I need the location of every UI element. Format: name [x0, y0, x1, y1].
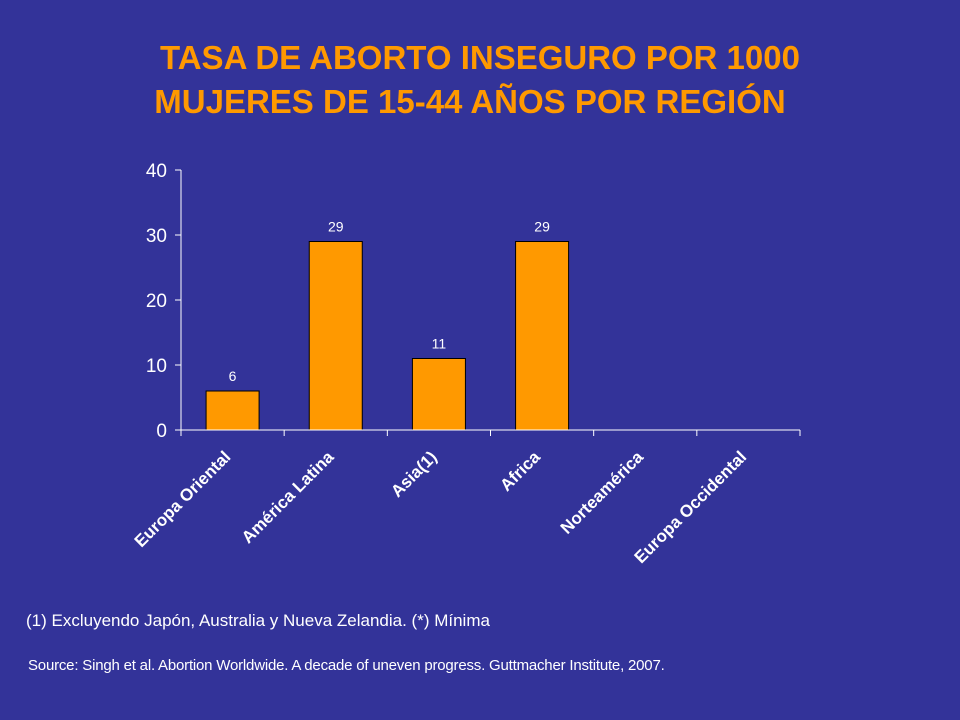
x-tick-label: América Latina — [238, 447, 338, 547]
y-tick-label: 0 — [156, 421, 167, 442]
bar — [411, 358, 466, 431]
y-tick-label: 20 — [146, 291, 167, 312]
y-tick-label: 30 — [146, 226, 167, 247]
y-tick-label: 10 — [146, 356, 167, 377]
chart-title-line-1: TASA DE ABORTO INSEGURO POR 1000 — [160, 39, 800, 76]
data-label: 11 — [432, 336, 447, 352]
chart-title: TASA DE ABORTO INSEGURO POR 1000 MUJERES… — [0, 36, 960, 124]
source-citation: Source: Singh et al. Abortion Worldwide.… — [28, 657, 665, 674]
data-label: 29 — [534, 219, 550, 235]
data-label: 29 — [328, 219, 344, 235]
footnote: (1) Excluyendo Japón, Australia y Nueva … — [26, 611, 490, 630]
data-label: 6 — [229, 368, 237, 384]
bar — [515, 241, 570, 431]
bar — [205, 390, 260, 431]
x-tick-label: Norteamérica — [557, 447, 648, 538]
x-tick-label: Africa — [496, 447, 544, 495]
x-tick-label: Europa Oriental — [131, 447, 235, 551]
x-tick-label: Asia(1) — [387, 447, 441, 501]
x-tick-label: Europa Occidental — [631, 447, 751, 567]
chart-title-line-2: MUJERES DE 15-44 AÑOS POR REGIÓN — [154, 83, 786, 120]
bar — [308, 241, 363, 431]
y-tick-label: 40 — [146, 161, 167, 182]
